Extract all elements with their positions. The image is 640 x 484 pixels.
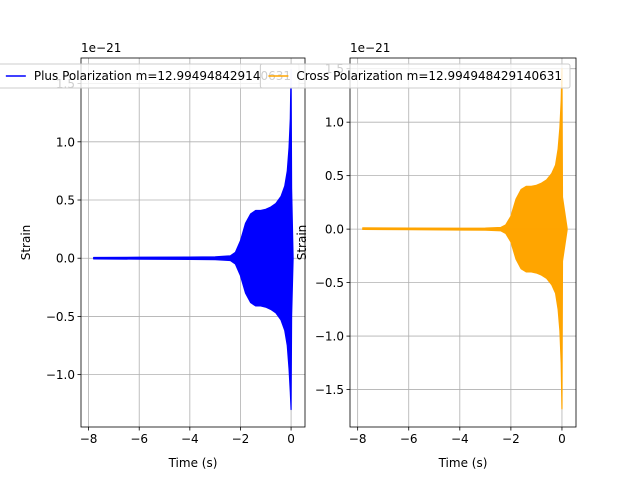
left-axes-frame [80, 57, 306, 428]
y-tick-label: −0.5 [46, 310, 75, 324]
x-tick-label: −2 [232, 432, 250, 446]
x-tick-label: −8 [349, 432, 367, 446]
right-series [362, 68, 568, 410]
y-tick-label: 0.0 [325, 223, 344, 237]
right-legend-label: Cross Polarization m=12.994948429140631 [296, 69, 562, 83]
x-tick-label: −2 [502, 432, 520, 446]
x-tick-label: −6 [400, 432, 418, 446]
right-legend-box [259, 63, 571, 89]
y-tick-label: 0.5 [56, 194, 75, 208]
left-legend-label: Plus Polarization m=12.994948429140631 [34, 69, 291, 83]
left-y-axis-label: Strain [19, 225, 33, 261]
series-0-waveform [362, 68, 568, 410]
left-x-axis-label: Time (s) [168, 456, 218, 470]
left-axes: −8−6−4−20−1.0−0.50.00.51.01.5 1e−21 Time… [19, 41, 306, 470]
y-tick-label: 0.5 [325, 169, 344, 183]
y-tick-label: 1.0 [56, 135, 75, 149]
x-tick-label: −4 [451, 432, 469, 446]
y-tick-label: −1.0 [46, 368, 75, 382]
right-x-axis-label: Time (s) [438, 456, 488, 470]
y-tick-label: −1.0 [315, 330, 344, 344]
x-tick-label: −4 [181, 432, 199, 446]
left-legend: Plus Polarization m=12.994948429140631 [0, 63, 300, 89]
y-tick-label: 0.0 [56, 252, 75, 266]
x-tick-label: 0 [287, 432, 295, 446]
x-tick-label: 0 [558, 432, 566, 446]
y-tick-label: 1.0 [325, 116, 344, 130]
left-series [93, 69, 294, 411]
right-axes: −8−6−4−20−1.5−1.0−0.50.00.51.01.5 1e−21 … [295, 41, 577, 470]
x-tick-label: −6 [130, 432, 148, 446]
right-legend: Cross Polarization m=12.994948429140631 [259, 63, 571, 89]
y-tick-label: −1.5 [315, 383, 344, 397]
y-tick-label: −0.5 [315, 276, 344, 290]
right-scale-label: 1e−21 [350, 41, 390, 55]
right-axes-frame [349, 57, 577, 428]
x-tick-label: −8 [80, 432, 98, 446]
series-0-waveform [93, 69, 294, 411]
right-ticks: −8−6−4−20−1.5−1.0−0.50.00.51.01.5 [315, 62, 566, 446]
left-scale-label: 1e−21 [81, 41, 121, 55]
right-y-axis-label: Strain [295, 225, 309, 261]
